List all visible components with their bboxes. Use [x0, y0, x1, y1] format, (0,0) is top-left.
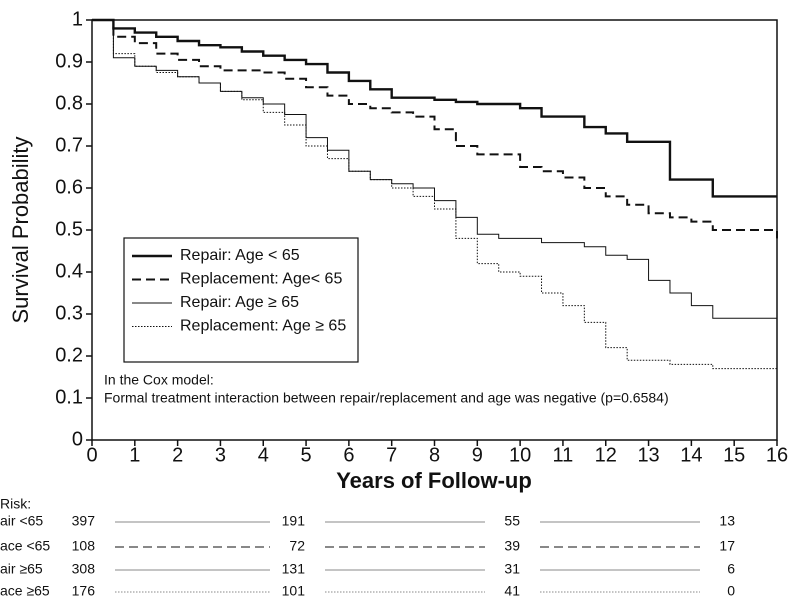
x-tick-label: 10 [509, 444, 531, 466]
x-tick-label: 16 [766, 444, 788, 466]
annotation: Formal treatment interaction between rep… [104, 390, 669, 406]
y-axis-label: Survival Probability [8, 136, 33, 323]
risk-count: 0 [727, 583, 735, 599]
x-tick-label: 3 [215, 444, 226, 466]
risk-count: 108 [72, 538, 96, 554]
risk-count: 39 [504, 538, 520, 554]
x-tick-label: 0 [86, 444, 97, 466]
x-tick-label: 4 [258, 444, 269, 466]
risk-count: 101 [282, 583, 306, 599]
risk-count: 55 [504, 513, 520, 529]
x-tick-label: 7 [386, 444, 397, 466]
y-tick-label: 0.2 [55, 344, 83, 366]
risk-row-label: air <65 [0, 513, 43, 529]
risk-count: 31 [504, 561, 520, 577]
y-tick-label: 0.9 [55, 50, 83, 72]
risk-count: 72 [289, 538, 305, 554]
risk-row-label: air ≥65 [0, 561, 43, 577]
y-tick-label: 1 [72, 8, 83, 30]
x-tick-label: 15 [723, 444, 745, 466]
legend-label: Repair: Age ≥ 65 [180, 294, 299, 311]
y-tick-label: 0.8 [55, 92, 83, 114]
y-tick-label: 0.1 [55, 386, 83, 408]
y-tick-label: 0 [72, 428, 83, 450]
y-tick-label: 0.4 [55, 260, 83, 282]
risk-count: 6 [727, 561, 735, 577]
x-axis-label: Years of Follow-up [336, 468, 532, 493]
x-tick-label: 5 [301, 444, 312, 466]
x-tick-label: 14 [680, 444, 702, 466]
risk-count: 13 [719, 513, 735, 529]
x-tick-label: 1 [129, 444, 140, 466]
risk-count: 308 [72, 561, 96, 577]
legend-label: Repair: Age < 65 [180, 247, 300, 264]
y-tick-label: 0.3 [55, 302, 83, 324]
survival-curve [92, 19, 777, 370]
risk-row-label: ace <65 [0, 538, 50, 554]
risk-count: 191 [282, 513, 306, 529]
y-tick-label: 0.6 [55, 176, 83, 198]
x-tick-label: 11 [553, 444, 574, 466]
y-tick-label: 0.5 [55, 218, 83, 240]
survival-curve [92, 18, 777, 198]
legend-box [123, 237, 359, 363]
risk-count: 17 [719, 538, 735, 554]
x-tick-label: 13 [637, 444, 659, 466]
x-tick-label: 6 [343, 444, 354, 466]
y-tick-label: 0.7 [55, 134, 83, 156]
x-tick-label: 2 [172, 444, 183, 466]
x-tick-label: 8 [429, 444, 440, 466]
risk-row-label: ace ≥65 [0, 583, 50, 599]
risk-count: 176 [72, 583, 96, 599]
risk-count: 131 [282, 561, 306, 577]
legend-label: Replacement: Age< 65 [180, 271, 342, 288]
legend-label: Replacement: Age ≥ 65 [180, 318, 346, 335]
risk-count: 397 [72, 513, 96, 529]
survival-curve [92, 19, 778, 239]
annotation: In the Cox model: [104, 372, 214, 388]
risk-title: Risk: [0, 496, 31, 512]
x-tick-label: 12 [595, 444, 617, 466]
x-tick-label: 9 [472, 444, 483, 466]
risk-count: 41 [504, 583, 520, 599]
